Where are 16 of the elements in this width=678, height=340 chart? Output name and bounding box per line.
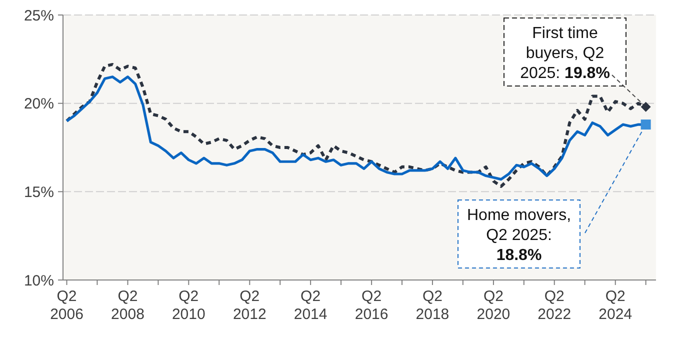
y-tick-label: 15% [24,184,54,201]
x-tick-label: Q2 2010 [172,288,206,323]
y-tick-label: 20% [24,96,54,113]
x-tick-label: Q2 2006 [50,288,84,323]
x-tick-label: Q2 2024 [598,288,632,323]
x-tick-label: Q2 2018 [416,288,450,323]
x-tick-label: Q2 2022 [538,288,572,323]
x-tick-label: Q2 2016 [354,288,388,323]
annotation: First time buyers, Q2 2025: 19.8% [520,25,610,82]
x-tick-label: Q2 2014 [294,288,328,323]
annotation: Home movers, Q2 2025: 18.8% [466,207,572,264]
x-tick-label: Q2 2020 [476,288,510,323]
x-tick-label: Q2 2008 [111,288,144,323]
x-tick-label: Q2 2012 [232,288,266,323]
y-tick-label: 25% [24,7,54,24]
y-tick-label: 10% [24,272,54,290]
